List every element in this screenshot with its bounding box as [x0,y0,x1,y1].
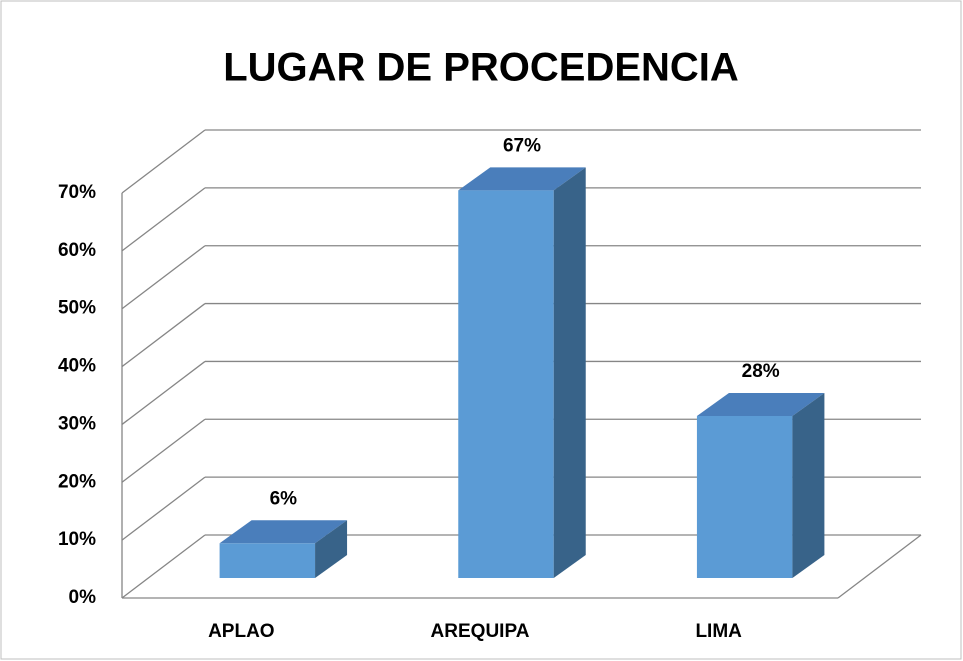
grid-line [121,534,206,599]
bar [219,543,316,578]
y-tick-label: 10% [58,529,96,550]
y-tick-label: 40% [58,356,96,377]
grid-line [121,129,206,194]
y-tick-label: 70% [58,182,96,203]
grid-line [121,303,206,368]
bar-side [792,393,825,578]
bar-top [219,520,348,544]
chart-title: LUGAR DE PROCEDENCIA [223,46,739,90]
grid-line [121,360,206,425]
bar-top [458,167,586,191]
y-tick-label: 0% [69,587,97,608]
x-tick-label: AREQUIPA [431,621,530,642]
y-tick-label: 20% [58,471,96,492]
grid-line [121,418,206,483]
x-tick-label: LIMA [695,621,742,642]
bar [458,190,554,578]
floor-edge [837,534,922,599]
x-tick-label: APLAO [208,621,275,642]
bar [696,416,793,578]
bar-side [553,167,586,578]
value-label: 6% [270,488,298,509]
y-tick-label: 60% [58,240,96,261]
y-tick-label: 30% [58,413,96,434]
value-label: 67% [503,135,541,156]
y-tick-label: 50% [58,298,96,319]
grid-line [121,187,206,252]
value-label: 28% [742,361,780,382]
bar-side [315,520,348,578]
grid-line [121,476,206,541]
grid-line [121,245,206,310]
bar-top [696,393,825,416]
